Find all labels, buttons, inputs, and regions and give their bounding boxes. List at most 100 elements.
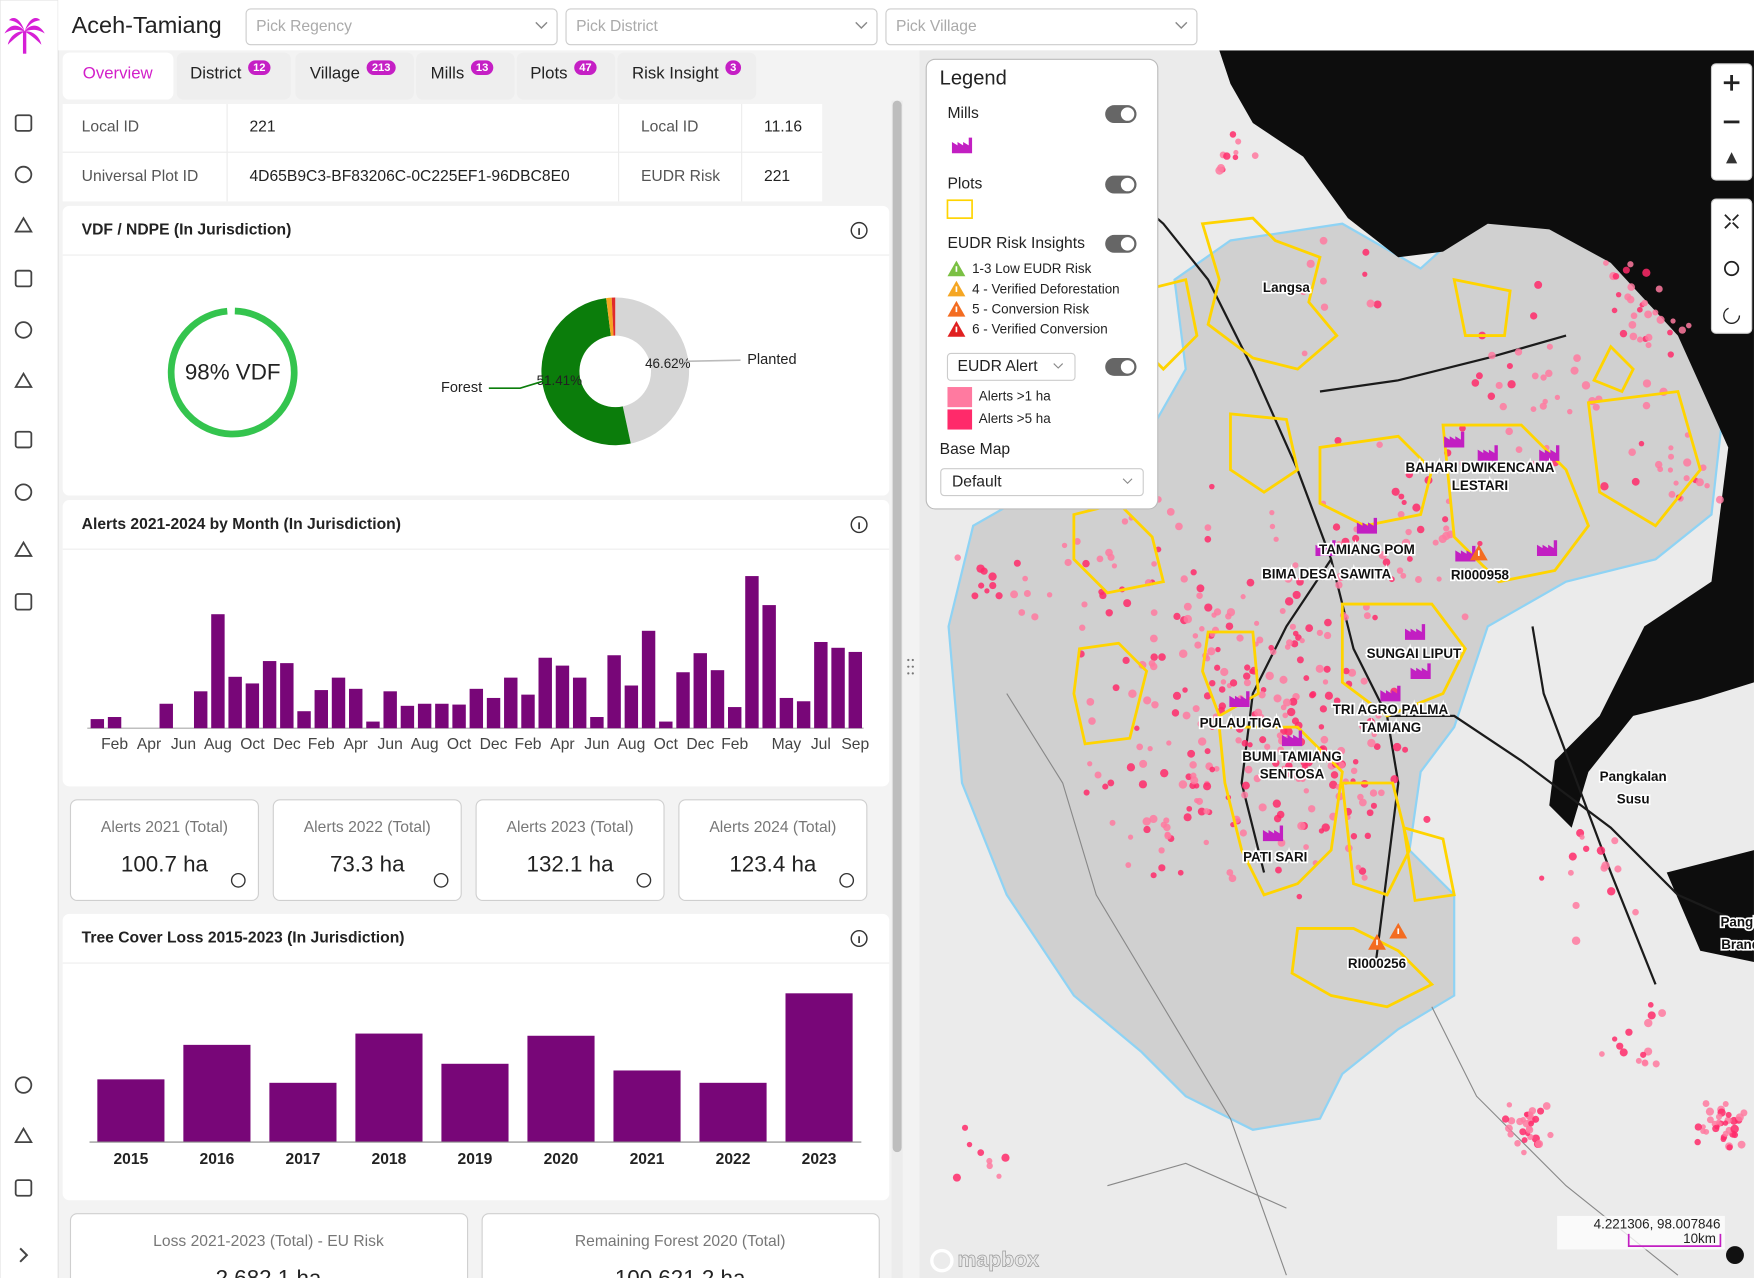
map-tools[interactable] <box>1710 198 1753 334</box>
plot-outline[interactable] <box>1340 781 1411 897</box>
nav-icon[interactable] <box>14 483 33 501</box>
nav-icon[interactable] <box>14 540 33 557</box>
compass[interactable] <box>1726 152 1738 164</box>
stat-value: 100.7 ha <box>121 852 209 877</box>
alert-dot <box>1209 723 1216 730</box>
plot-outline[interactable] <box>1217 725 1344 897</box>
mill-icon[interactable] <box>1315 540 1336 556</box>
dropdown[interactable]: Pick Regency <box>245 8 558 46</box>
mill-icon[interactable] <box>1262 825 1284 842</box>
plot-outline[interactable] <box>1592 344 1635 394</box>
alert-dot <box>1630 312 1638 320</box>
nav-icon[interactable] <box>14 593 33 611</box>
tab[interactable]: Risk Insight 3 <box>617 52 757 100</box>
plot-outline[interactable] <box>1402 825 1456 903</box>
toggle[interactable] <box>1105 175 1137 194</box>
nav-icon[interactable] <box>14 1126 33 1143</box>
plot-outline[interactable] <box>1200 216 1339 371</box>
alert-dot <box>1204 603 1213 612</box>
alert-dot <box>1079 624 1086 631</box>
map-info-icon[interactable] <box>1726 1246 1744 1265</box>
mill-icon[interactable] <box>1281 730 1303 747</box>
alert-dot <box>1259 736 1267 744</box>
mill-icon[interactable] <box>1539 445 1560 461</box>
dropdown[interactable]: Pick District <box>565 8 878 46</box>
tab[interactable]: Plots 47 <box>516 52 616 100</box>
info-icon[interactable] <box>850 929 868 948</box>
toggle[interactable] <box>1105 105 1137 124</box>
mill-icon[interactable] <box>1410 663 1431 679</box>
nav-icon[interactable] <box>14 1076 33 1094</box>
info-icon[interactable] <box>839 872 855 888</box>
nav-icon[interactable] <box>14 321 33 339</box>
tab[interactable]: Overview <box>62 52 174 100</box>
mill-icon[interactable] <box>1444 431 1465 448</box>
alert-dot <box>1320 303 1329 311</box>
alert-dot <box>971 592 979 600</box>
alert-dot <box>1121 518 1129 525</box>
icon-shape <box>14 1076 33 1094</box>
fullscreen-icon[interactable] <box>1724 214 1739 229</box>
plot-outline[interactable] <box>1072 641 1149 746</box>
alert-dot <box>1396 567 1404 574</box>
bar <box>366 721 380 729</box>
alert-dot <box>978 582 985 589</box>
mill-icon[interactable] <box>1404 624 1426 640</box>
info-icon[interactable] <box>230 872 246 888</box>
nav-icon[interactable] <box>14 216 33 233</box>
alert-dot <box>1345 548 1354 557</box>
tab[interactable]: District 12 <box>176 52 291 100</box>
nav-icon[interactable] <box>14 165 33 184</box>
mill-icon[interactable] <box>1536 540 1558 556</box>
plot-outline[interactable] <box>1290 927 1435 1009</box>
alert-dot <box>1134 725 1140 731</box>
alert-dot <box>1532 1115 1540 1123</box>
alert-dot <box>1213 765 1220 772</box>
toggle[interactable] <box>1105 234 1137 253</box>
mill-icon[interactable] <box>1455 545 1476 562</box>
tab[interactable]: Village 213 <box>295 52 414 100</box>
plot-outline[interactable] <box>1229 412 1300 494</box>
alert-dot <box>1360 677 1368 685</box>
map-label: SENTOSA <box>1260 767 1325 782</box>
alert-dot <box>1603 260 1609 266</box>
toggle[interactable] <box>1105 357 1137 376</box>
info-icon[interactable] <box>433 872 449 888</box>
plot-outline[interactable] <box>1340 602 1468 718</box>
mill-icon[interactable] <box>1477 445 1498 461</box>
alert-dot <box>1086 698 1095 706</box>
legend-select[interactable] <box>940 468 1144 497</box>
scroll-thumb[interactable] <box>892 100 902 1153</box>
alert-dot <box>1336 572 1345 582</box>
road <box>1531 626 1657 985</box>
mill-icon[interactable] <box>1229 691 1250 707</box>
alert-dot <box>1148 659 1156 667</box>
nav-icon[interactable] <box>14 269 33 288</box>
locate-icon[interactable] <box>1724 260 1740 277</box>
nav-icon[interactable] <box>14 430 33 449</box>
plot-outline[interactable] <box>1441 423 1591 584</box>
alert-dot <box>1196 584 1205 593</box>
info-icon[interactable] <box>850 221 868 239</box>
nav-icon[interactable] <box>14 371 33 388</box>
nav-icon[interactable] <box>14 1179 33 1197</box>
info-icon[interactable] <box>850 516 868 534</box>
plot-outline[interactable] <box>1586 389 1702 528</box>
legend-select[interactable] <box>946 352 1076 381</box>
info-icon[interactable] <box>636 872 652 888</box>
tab[interactable]: Mills 13 <box>416 52 515 100</box>
nav-icon[interactable] <box>14 114 33 132</box>
plot-outline[interactable] <box>1452 277 1512 337</box>
alert-dot <box>1579 834 1585 840</box>
zoom-in[interactable] <box>1723 74 1740 91</box>
mill-icon[interactable] <box>951 137 973 154</box>
plot-outline[interactable] <box>1318 434 1434 528</box>
rotate-icon[interactable] <box>1723 306 1741 324</box>
tab-label: Village <box>310 63 360 82</box>
dropdown[interactable]: Pick Village <box>885 8 1198 46</box>
alert-dot <box>1438 534 1447 544</box>
mill-icon[interactable] <box>1380 685 1401 702</box>
mill-icon[interactable] <box>1356 517 1378 534</box>
expand-icon[interactable] <box>19 1247 29 1263</box>
stat-value: 123.4 ha <box>729 852 817 877</box>
